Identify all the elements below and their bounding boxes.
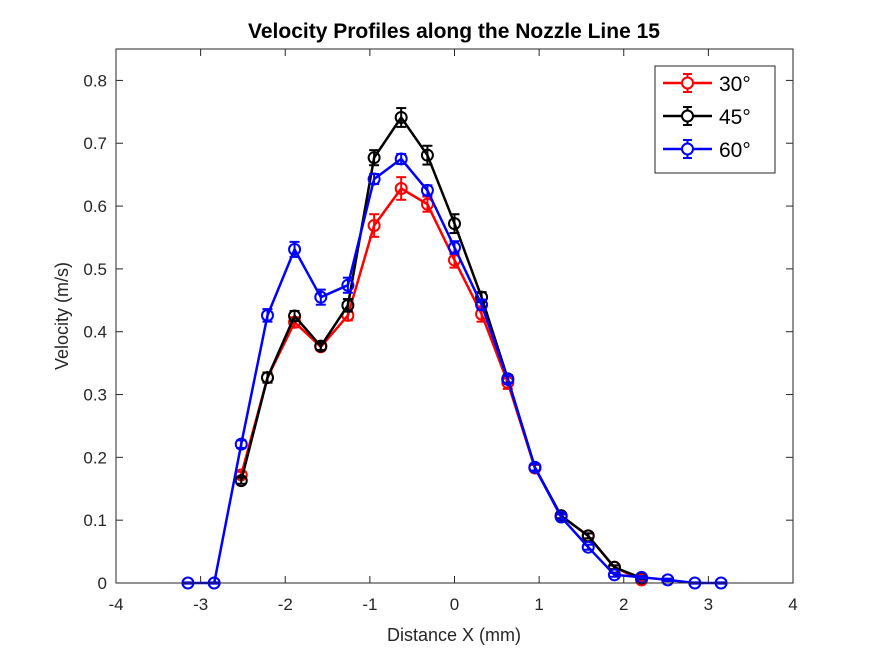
- data-point: [448, 217, 461, 231]
- data-point: [475, 298, 489, 312]
- data-point: [341, 278, 355, 292]
- series-2: [181, 152, 728, 590]
- y-tick-label: 0.8: [83, 71, 107, 90]
- data-point: [501, 372, 515, 386]
- x-tick-label: -1: [362, 595, 377, 614]
- y-tick-label: 0.7: [83, 134, 107, 153]
- x-tick-label: 3: [704, 595, 713, 614]
- plot-frame: [115, 48, 794, 584]
- data-point: [341, 298, 355, 312]
- data-point: [607, 568, 621, 582]
- legend-label: 45°: [719, 106, 751, 129]
- data-point: [314, 290, 328, 304]
- data-point: [288, 309, 302, 323]
- legend-marker: [681, 76, 694, 90]
- data-point: [448, 241, 461, 255]
- error-bar: [556, 513, 567, 521]
- data-point: [367, 219, 381, 233]
- legend-marker: [681, 142, 694, 156]
- y-tick-label: 0.5: [83, 260, 107, 279]
- x-tick-label: -3: [193, 595, 208, 614]
- x-axis-label: Distance X (mm): [387, 625, 521, 645]
- series-line: [239, 116, 642, 580]
- x-tick-label: 2: [619, 595, 628, 614]
- data-point: [234, 437, 248, 451]
- error-bar: [583, 532, 594, 540]
- legend: 30° 45° 60°: [654, 65, 776, 174]
- legend-marker: [681, 109, 694, 123]
- data-point: [394, 110, 408, 124]
- series-layer: [181, 107, 728, 590]
- y-tick-label: 0.3: [83, 386, 107, 405]
- data-point: [234, 474, 248, 488]
- y-tick-label: 0.6: [83, 197, 107, 216]
- error-bar: [583, 543, 594, 551]
- series-1: [234, 107, 649, 585]
- y-tick-label: 0.4: [83, 323, 107, 342]
- y-axis-label: Velocity (m/s): [52, 262, 72, 370]
- tick-layer: -4 -3 -2 -1 0 1 2 3 4 0 0.1 0.2 0.3 0.4 0.5 0.6 0.7 0.8: [83, 49, 798, 614]
- legend-label: 30°: [719, 73, 751, 96]
- data-point: [554, 510, 568, 524]
- error-bar: [609, 571, 620, 578]
- data-point: [581, 540, 595, 554]
- x-tick-label: 0: [450, 595, 459, 614]
- error-bar: [636, 575, 647, 580]
- data-point: [420, 148, 434, 162]
- data-point: [420, 183, 434, 197]
- y-tick-label: 0.2: [83, 448, 107, 467]
- data-point: [661, 573, 675, 587]
- chart-title: Velocity Profiles along the Nozzle Line …: [248, 20, 660, 43]
- legend-label: 60°: [719, 139, 751, 162]
- y-tick-label: 0: [98, 574, 107, 593]
- x-tick-label: 1: [534, 595, 543, 614]
- data-point: [314, 339, 328, 353]
- data-point: [260, 308, 274, 322]
- x-tick-label: -4: [108, 595, 123, 614]
- legend-item: 60°: [663, 139, 751, 162]
- data-point: [394, 181, 408, 195]
- x-tick-label: 4: [788, 595, 797, 614]
- data-point: [394, 152, 408, 166]
- y-tick-label: 0.1: [83, 511, 107, 530]
- data-point: [367, 151, 381, 165]
- data-point: [528, 460, 542, 474]
- data-point: [260, 371, 274, 385]
- error-bar: [662, 577, 673, 583]
- data-point: [367, 172, 381, 186]
- legend-item: 45°: [663, 106, 751, 129]
- data-point: [288, 242, 302, 256]
- error-bar: [369, 213, 380, 238]
- error-bar: [396, 176, 407, 201]
- legend-item: 30°: [663, 73, 751, 96]
- x-tick-label: -2: [278, 595, 293, 614]
